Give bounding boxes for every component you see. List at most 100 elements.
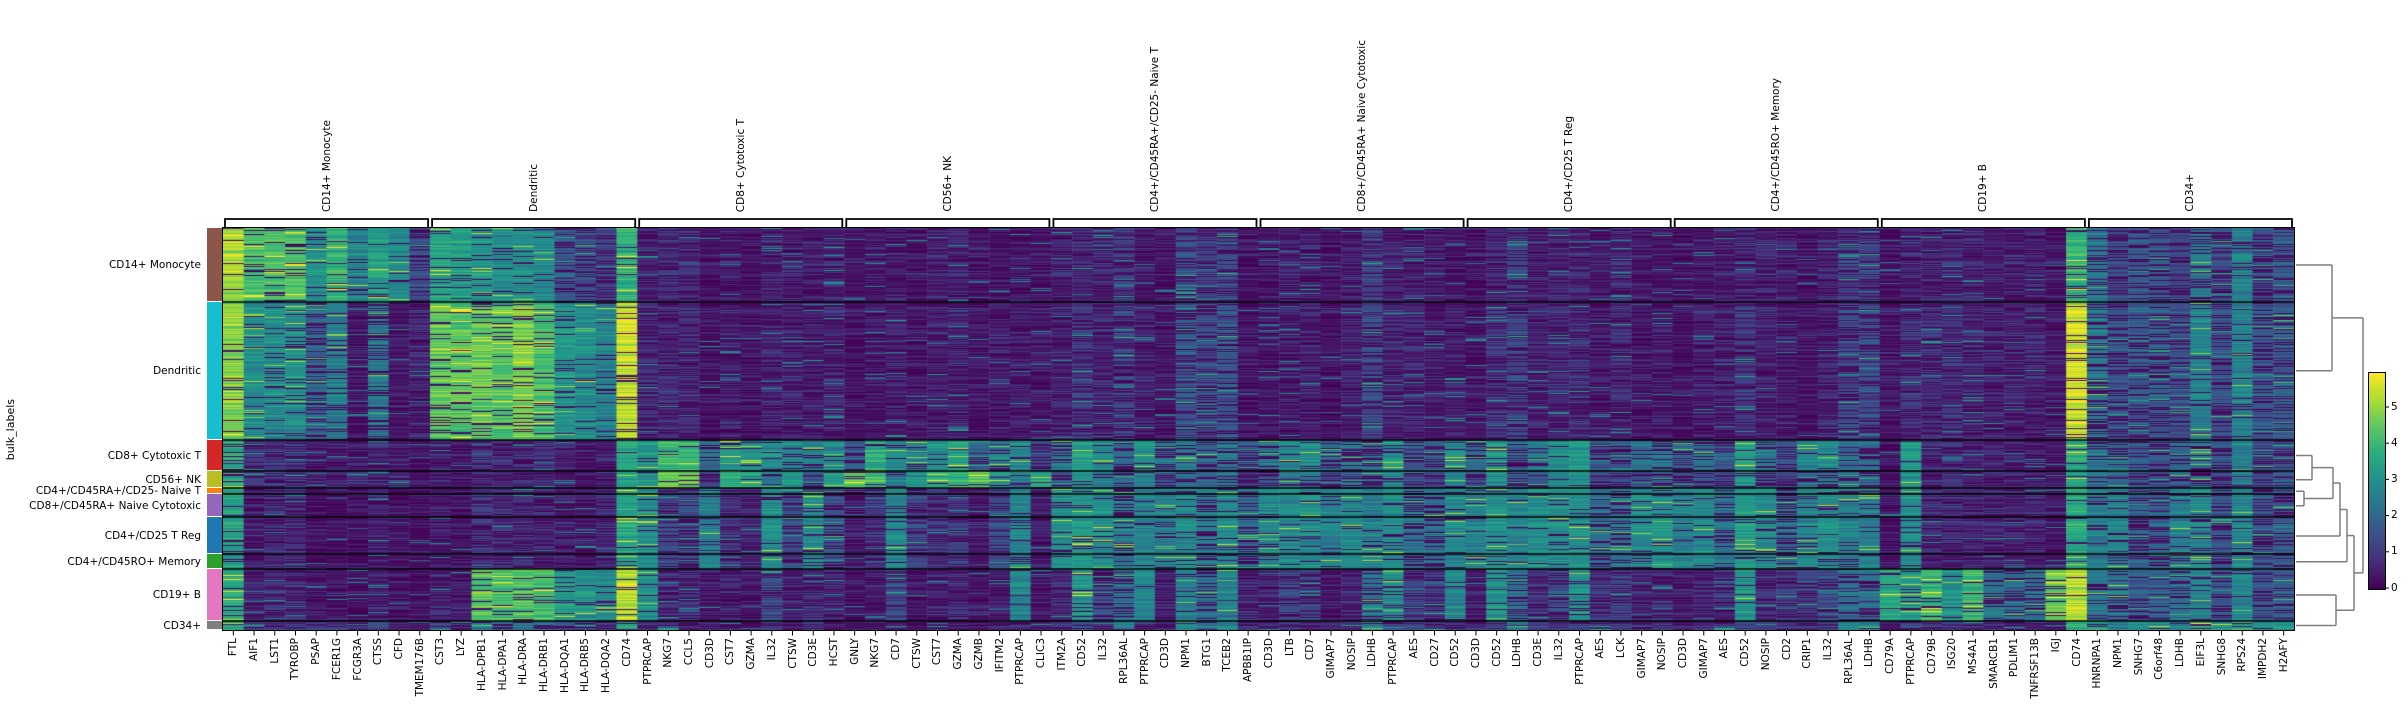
gene-label: IL32 xyxy=(1822,638,1835,661)
gene-label: H2AFY xyxy=(2277,638,2290,673)
gene-label: PTPRCAP xyxy=(1387,638,1400,685)
column-group-bracket xyxy=(638,218,844,228)
gene-label: ISG20 xyxy=(1946,638,1959,670)
gene-label: CD3D xyxy=(1159,638,1172,669)
gene-label: LST1 xyxy=(268,638,281,664)
gene-label: GZMB xyxy=(972,638,985,670)
gene-label: FCGR3A xyxy=(351,638,364,681)
gene-label: CD52 xyxy=(1449,638,1462,667)
gene-label: CD52 xyxy=(1076,638,1089,667)
gene-label: HLA-DPA1 xyxy=(496,638,509,691)
row-group-label: CD4+/CD25 T Reg xyxy=(104,529,201,542)
gene-label: HCST xyxy=(827,638,840,667)
gene-label: CLIC3 xyxy=(1035,638,1048,669)
gene-label: CD52 xyxy=(1490,638,1503,667)
gene-label: HLA-DRB1 xyxy=(538,638,550,692)
column-group-label: CD14+ Monocyte xyxy=(320,119,333,212)
gene-label: CD7 xyxy=(890,638,903,661)
row-color-segment xyxy=(207,488,222,493)
gene-label: LTB xyxy=(1283,638,1296,657)
gene-label: CST7 xyxy=(931,638,944,666)
gene-label: IL32 xyxy=(1097,638,1110,661)
gene-label: CD79B xyxy=(1925,638,1938,674)
gene-label: LDHB xyxy=(1511,638,1524,668)
colorbar-tick-label: 5 xyxy=(2391,400,2398,413)
gene-label: HLA-DRB5 xyxy=(579,638,592,692)
row-color-segment xyxy=(207,494,222,516)
row-color-segment xyxy=(207,569,222,620)
gene-label: CD27 xyxy=(1428,638,1441,667)
gene-label: SMARCB1 xyxy=(1987,638,2000,689)
column-group-bracket xyxy=(845,218,1051,228)
gene-label: C6orf48 xyxy=(2153,638,2166,680)
row-color-segment xyxy=(207,302,222,439)
gene-label: CST3 xyxy=(434,638,447,666)
gene-label: CD3E xyxy=(1532,638,1545,667)
gene-label: PTPRCAP xyxy=(1904,638,1917,685)
row-color-segment xyxy=(207,471,222,487)
column-group-bracket xyxy=(1673,218,1879,228)
gene-label: NOSIP xyxy=(1759,638,1772,671)
gene-label: PTPRCAP xyxy=(1138,638,1151,685)
row-group-label: CD4+/CD45RO+ Memory xyxy=(67,555,201,568)
column-group-bracket xyxy=(431,218,637,228)
heatmap-frame xyxy=(222,227,2295,631)
gene-label: GZMA xyxy=(952,638,965,670)
gene-label: SNHG8 xyxy=(2215,638,2228,676)
gene-label: PSAP xyxy=(310,638,323,665)
gene-label: NPM1 xyxy=(2111,638,2124,668)
column-group-bracket xyxy=(224,218,429,228)
gene-label: HLA-DQA2 xyxy=(600,638,613,693)
gene-label: CD74 xyxy=(2070,638,2083,667)
gene-label: CTSS xyxy=(372,638,385,666)
gene-label: AES xyxy=(1718,638,1731,659)
row-group-label: CD8+/CD45RA+ Naive Cytotoxic xyxy=(29,499,201,512)
row-group-label: CD56+ NK xyxy=(145,473,201,486)
gene-label: IMPDH2 xyxy=(2256,638,2269,680)
gene-label: EIF3L xyxy=(2194,638,2207,667)
gene-label: LDHB xyxy=(2174,638,2187,668)
gene-label: CD3E xyxy=(807,638,820,667)
gene-label: NPM1 xyxy=(1180,638,1192,668)
gene-label: CFD xyxy=(393,638,406,660)
gene-label: APBB1IP xyxy=(1242,638,1255,683)
heatmap-canvas xyxy=(223,228,2294,630)
row-color-segment xyxy=(207,440,222,470)
gene-label: HLA-DQA1 xyxy=(558,638,571,693)
gene-label: SNHG7 xyxy=(2132,638,2145,676)
gene-label: IGJ xyxy=(2049,638,2062,653)
gene-label: FTL xyxy=(227,638,240,657)
colorbar-tick-label: 4 xyxy=(2391,436,2398,449)
gene-label: NOSIP xyxy=(1345,638,1358,671)
row-group-label: CD8+ Cytotoxic T xyxy=(107,449,201,462)
gene-label: CTSW xyxy=(910,638,923,669)
gene-label: PDLIM1 xyxy=(2008,638,2021,678)
column-group-label: CD4+/CD45RO+ Memory xyxy=(1770,78,1783,212)
row-group-label: CD4+/CD45RA+/CD25- Naive T xyxy=(35,485,201,497)
row-color-segment xyxy=(207,517,222,553)
gene-label: TYROBP xyxy=(289,638,302,680)
gene-label: CD52 xyxy=(1739,638,1752,667)
gene-label: AIF1 xyxy=(248,638,261,661)
gene-label: GIMAP7 xyxy=(1635,638,1648,679)
row-color-segment xyxy=(207,621,222,629)
column-group-label: CD4+/CD45RA+/CD25- Naive T xyxy=(1148,46,1161,212)
row-group-label: Dendritic xyxy=(153,365,201,377)
gene-label: GZMA xyxy=(745,638,758,670)
gene-label: PTPRCAP xyxy=(1573,638,1586,685)
gene-label: CD7 xyxy=(1304,638,1317,661)
gene-label: CD3D xyxy=(1262,638,1275,669)
column-group-bracket xyxy=(1466,218,1672,228)
gene-label: GIMAP7 xyxy=(1697,638,1710,679)
row-group-label: CD34+ xyxy=(163,619,201,632)
gene-label: RPS24 xyxy=(2236,638,2249,672)
gene-label: HLA-DPB1 xyxy=(475,638,488,692)
column-group-label: CD56+ NK xyxy=(941,156,954,212)
gene-label: TCEB2 xyxy=(1221,638,1234,672)
gene-label: BTG1 xyxy=(1200,638,1213,667)
colorbar xyxy=(2368,372,2386,590)
gene-label: AES xyxy=(1407,638,1420,659)
gene-label: LDHB xyxy=(1863,638,1876,668)
